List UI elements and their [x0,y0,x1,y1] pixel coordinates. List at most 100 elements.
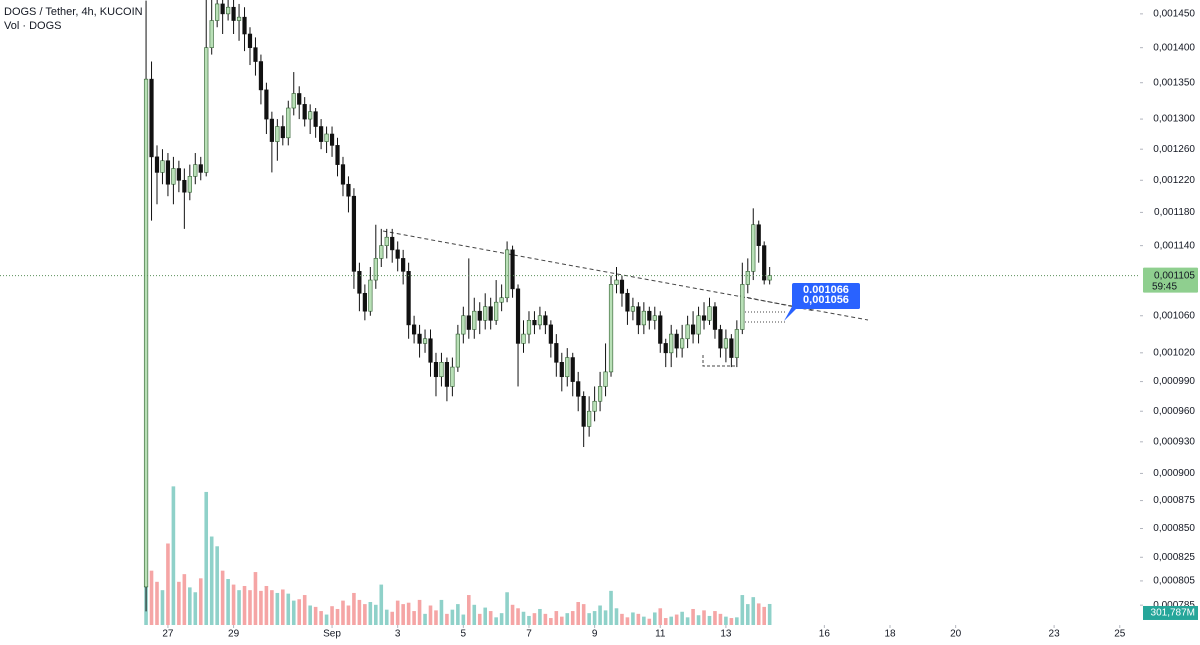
volume-bar [341,600,345,625]
volume-bar [302,595,307,625]
volume-bar [171,486,176,625]
volume-bar [357,599,362,625]
volume-bar [461,614,466,625]
volume-bar [707,615,712,625]
volume-bar [335,608,340,625]
y-tick-label: 0,001300 [1153,114,1195,125]
candle-body [543,315,548,326]
candle-body [401,258,406,272]
x-tick-label: 27 [162,629,174,640]
volume-bar [231,584,236,625]
volume-bar [374,604,378,625]
candle-body [406,271,411,326]
candle-body [674,333,679,349]
candle-body [652,315,657,321]
volume-bar [346,605,351,625]
volume-bar [248,590,252,625]
candle-body [149,78,154,158]
volume-bar [264,585,269,625]
candle-body [701,315,707,321]
volume-bar [472,604,477,625]
candle-body [373,258,378,281]
volume-bar [559,616,564,625]
candle-body [193,164,198,177]
candle-body [461,315,466,335]
candle-body [439,362,444,378]
candle-body [576,381,581,397]
alert-label: 0,001056 [803,294,849,306]
candle-body [444,362,450,387]
volume-bar [532,613,537,625]
candle-body [537,315,543,326]
volume-bar [494,617,498,625]
volume-bar [543,613,548,625]
volume-bar [680,611,684,625]
volume-bar [625,617,630,625]
y-tick-label: 0,001260 [1153,144,1195,155]
volume-bar [275,592,280,625]
alert-label: 0,001066 [803,284,849,296]
candle-body [597,386,603,402]
y-tick-label: 0,000990 [1153,376,1195,387]
range-box [702,355,735,367]
candle-body [417,333,422,344]
candle-body [390,236,395,251]
volume-bar [631,612,635,625]
candle-body [357,271,362,294]
volume-bar [477,613,482,625]
y-tick-label: 0,000875 [1153,495,1195,506]
volume-bar [390,611,395,625]
x-tick-label: 13 [720,629,732,640]
volume-bar [718,613,723,625]
volume-bar [658,608,663,625]
volume-title: Vol · DOGS [4,20,61,32]
volume-bar [412,611,416,625]
candle-body [351,195,357,272]
volume-bar [286,593,291,625]
candle-body [680,338,685,349]
y-tick-label: 0,001020 [1153,347,1195,358]
candle-body [275,126,280,142]
y-tick-label: 0,001220 [1153,175,1195,186]
candle-body [740,284,745,330]
candle-body [362,292,367,312]
candle-body [548,324,553,344]
candle-body [515,288,521,344]
volume-bar [270,590,274,625]
volume-bar [592,611,597,625]
last-price-label: 0,001105 [1154,270,1195,281]
volume-bar [488,611,493,625]
volume-bar [669,616,673,625]
volume-bar [620,613,624,625]
candle-body [641,310,646,326]
volume-bar [395,600,400,625]
y-tick-label: 0,001450 [1153,8,1195,19]
volume-bar [603,610,608,625]
x-tick-label: 3 [395,629,401,640]
candle-body [428,338,433,363]
volume-bar [691,608,695,625]
volume-bar [428,605,433,625]
candle-body [384,236,389,246]
candle-body [286,107,291,139]
volume-bar [609,590,613,625]
volume-bar [767,603,772,625]
candle-body [368,279,373,312]
candle-body [215,3,220,21]
candle-body [767,275,772,281]
volume-bar [313,606,318,625]
candle-body [472,310,477,330]
volume-bar [220,570,225,625]
candle-body [176,168,181,181]
volume-bar [729,618,734,625]
volume-bar [445,613,449,625]
y-tick-label: 0,000900 [1153,468,1195,479]
volume-bar [756,603,761,625]
x-tick-label: 20 [950,629,962,640]
candle-body [302,104,307,120]
candle-body [329,133,335,146]
volume-bar [702,610,706,625]
volume-bar [237,590,241,625]
candle-body [696,315,701,335]
volume-bar [417,599,422,625]
